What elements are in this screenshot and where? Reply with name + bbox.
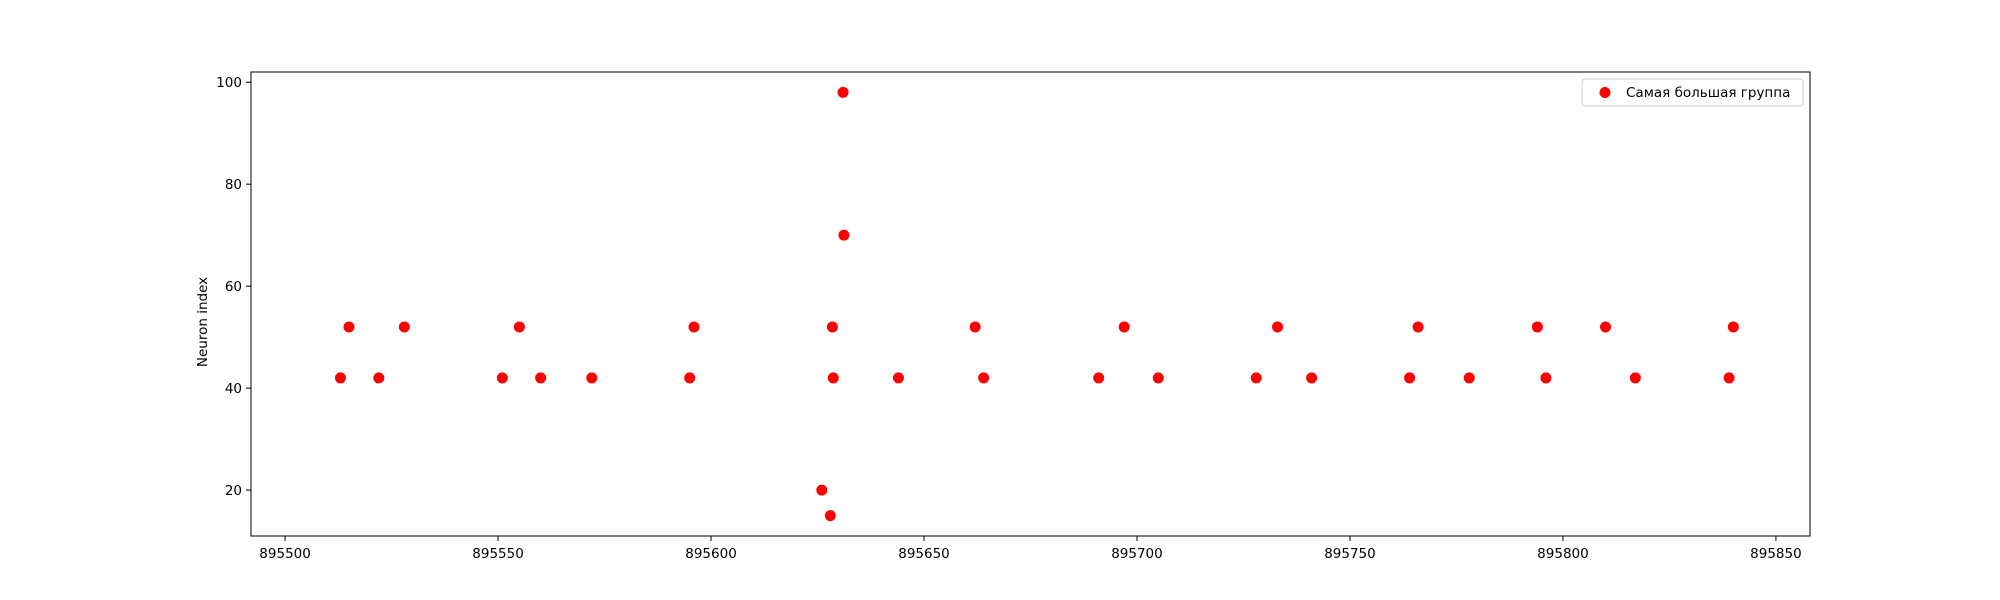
data-point bbox=[969, 321, 981, 333]
data-point bbox=[334, 372, 346, 384]
y-tick-label: 100 bbox=[216, 75, 242, 91]
data-points bbox=[334, 86, 1739, 522]
plot-area bbox=[250, 71, 1811, 537]
data-point bbox=[826, 321, 838, 333]
data-point bbox=[398, 321, 410, 333]
x-tick-label: 895700 bbox=[1111, 546, 1163, 562]
y-tick-label: 20 bbox=[225, 483, 242, 499]
data-point bbox=[496, 372, 508, 384]
data-point bbox=[837, 86, 849, 98]
x-tick-label: 895850 bbox=[1750, 546, 1802, 562]
data-point bbox=[513, 321, 525, 333]
x-tick-label: 895600 bbox=[685, 546, 737, 562]
data-point bbox=[1412, 321, 1424, 333]
data-point bbox=[1723, 372, 1735, 384]
y-axis-label: Neuron index bbox=[195, 277, 211, 367]
data-point bbox=[1540, 372, 1552, 384]
legend-box bbox=[1581, 78, 1804, 107]
y-tick-label: 60 bbox=[225, 279, 242, 295]
data-point bbox=[1306, 372, 1318, 384]
data-point bbox=[1600, 321, 1612, 333]
x-tick-label: 895800 bbox=[1537, 546, 1589, 562]
data-point bbox=[1093, 372, 1105, 384]
legend-label: Самая большая группа bbox=[1626, 85, 1790, 101]
data-point bbox=[978, 372, 990, 384]
data-point bbox=[343, 321, 355, 333]
x-tick-label: 895650 bbox=[898, 546, 950, 562]
x-tick-label: 895500 bbox=[259, 546, 311, 562]
data-point bbox=[1629, 372, 1641, 384]
x-tick-label: 895550 bbox=[472, 546, 524, 562]
y-tick-label: 80 bbox=[225, 177, 242, 193]
data-point bbox=[1463, 372, 1475, 384]
x-tick-label: 895750 bbox=[1324, 546, 1376, 562]
data-point bbox=[1727, 321, 1739, 333]
data-point bbox=[1118, 321, 1130, 333]
y-axis: 20 40 60 80 100 bbox=[216, 75, 251, 499]
data-point bbox=[684, 372, 696, 384]
data-point bbox=[892, 372, 904, 384]
data-point bbox=[373, 372, 385, 384]
data-point bbox=[1272, 321, 1284, 333]
plot-frame bbox=[250, 71, 1811, 537]
data-point bbox=[827, 372, 839, 384]
data-point bbox=[1250, 372, 1262, 384]
data-point bbox=[1404, 372, 1416, 384]
data-point bbox=[1152, 372, 1164, 384]
data-point bbox=[1531, 321, 1543, 333]
data-point bbox=[535, 372, 547, 384]
x-axis: 895500 895550 895600 895650 895700 895750 8958… bbox=[259, 536, 1802, 562]
legend[interactable]: Самая большая группа bbox=[1581, 78, 1804, 107]
data-point bbox=[838, 229, 850, 241]
y-tick-label: 40 bbox=[225, 381, 242, 397]
legend-marker-icon bbox=[1599, 87, 1611, 98]
data-point bbox=[586, 372, 598, 384]
data-point bbox=[688, 321, 700, 333]
data-point bbox=[816, 484, 828, 496]
data-point bbox=[824, 510, 836, 522]
